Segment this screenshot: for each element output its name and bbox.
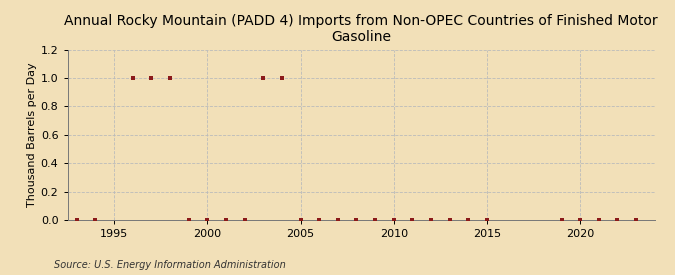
Point: [239, 218, 250, 222]
Point: [370, 218, 381, 222]
Point: [612, 218, 623, 222]
Title: Annual Rocky Mountain (PADD 4) Imports from Non-OPEC Countries of Finished Motor: Annual Rocky Mountain (PADD 4) Imports f…: [64, 14, 658, 44]
Point: [388, 218, 399, 222]
Point: [463, 218, 474, 222]
Point: [630, 218, 641, 222]
Text: Source: U.S. Energy Information Administration: Source: U.S. Energy Information Administ…: [54, 260, 286, 270]
Point: [444, 218, 455, 222]
Point: [277, 76, 288, 80]
Point: [90, 218, 101, 222]
Point: [221, 218, 232, 222]
Point: [332, 218, 343, 222]
Point: [128, 76, 138, 80]
Point: [202, 218, 213, 222]
Point: [258, 76, 269, 80]
Point: [351, 218, 362, 222]
Point: [184, 218, 194, 222]
Y-axis label: Thousand Barrels per Day: Thousand Barrels per Day: [26, 62, 36, 207]
Point: [575, 218, 586, 222]
Point: [72, 218, 82, 222]
Point: [165, 76, 176, 80]
Point: [407, 218, 418, 222]
Point: [481, 218, 492, 222]
Point: [556, 218, 567, 222]
Point: [146, 76, 157, 80]
Point: [593, 218, 604, 222]
Point: [295, 218, 306, 222]
Point: [426, 218, 437, 222]
Point: [314, 218, 325, 222]
